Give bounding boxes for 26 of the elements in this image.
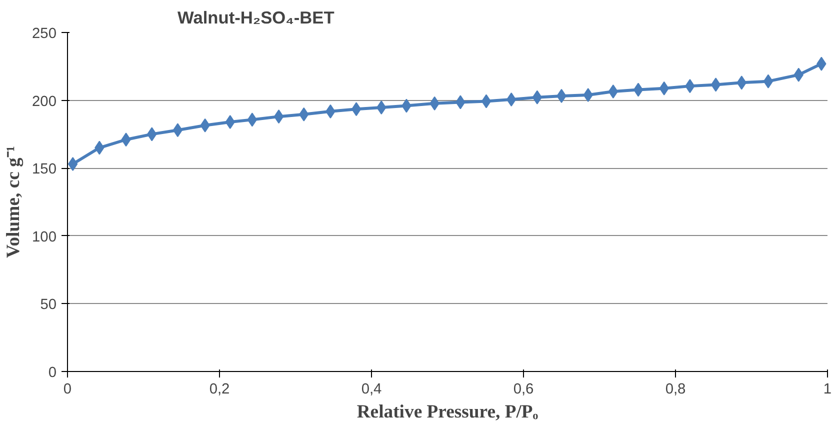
chart-title: Walnut-H₂SO₄-BET (178, 8, 335, 28)
x-tick-label: 0 (63, 382, 72, 398)
y-tick-label: 150 (32, 162, 57, 178)
y-tick-label: 0 (48, 365, 57, 381)
x-tick-label: 0,6 (513, 382, 534, 398)
point (274, 110, 284, 124)
y-axis-title: Volume, cc g⁻¹ (3, 146, 24, 258)
point (633, 82, 644, 97)
point (351, 102, 362, 116)
x-tick-label: 0,8 (665, 382, 686, 398)
point (481, 94, 492, 108)
y-tick-label: 250 (32, 26, 57, 42)
point (172, 123, 183, 138)
x-tick-label: 1 (823, 382, 832, 398)
x-tick-label: 0,2 (209, 382, 230, 398)
y-tick-label: 200 (32, 94, 57, 110)
x-axis-title: Relative Pressure, P/Pₒ (356, 402, 539, 422)
point (608, 84, 618, 98)
point (532, 90, 542, 104)
y-tick-label: 50 (40, 297, 57, 314)
point (710, 78, 721, 92)
x-tick-label: 0,4 (361, 382, 382, 398)
point (247, 112, 258, 127)
point (68, 157, 78, 172)
y-tick-label: 100 (32, 229, 57, 246)
point (763, 74, 774, 88)
